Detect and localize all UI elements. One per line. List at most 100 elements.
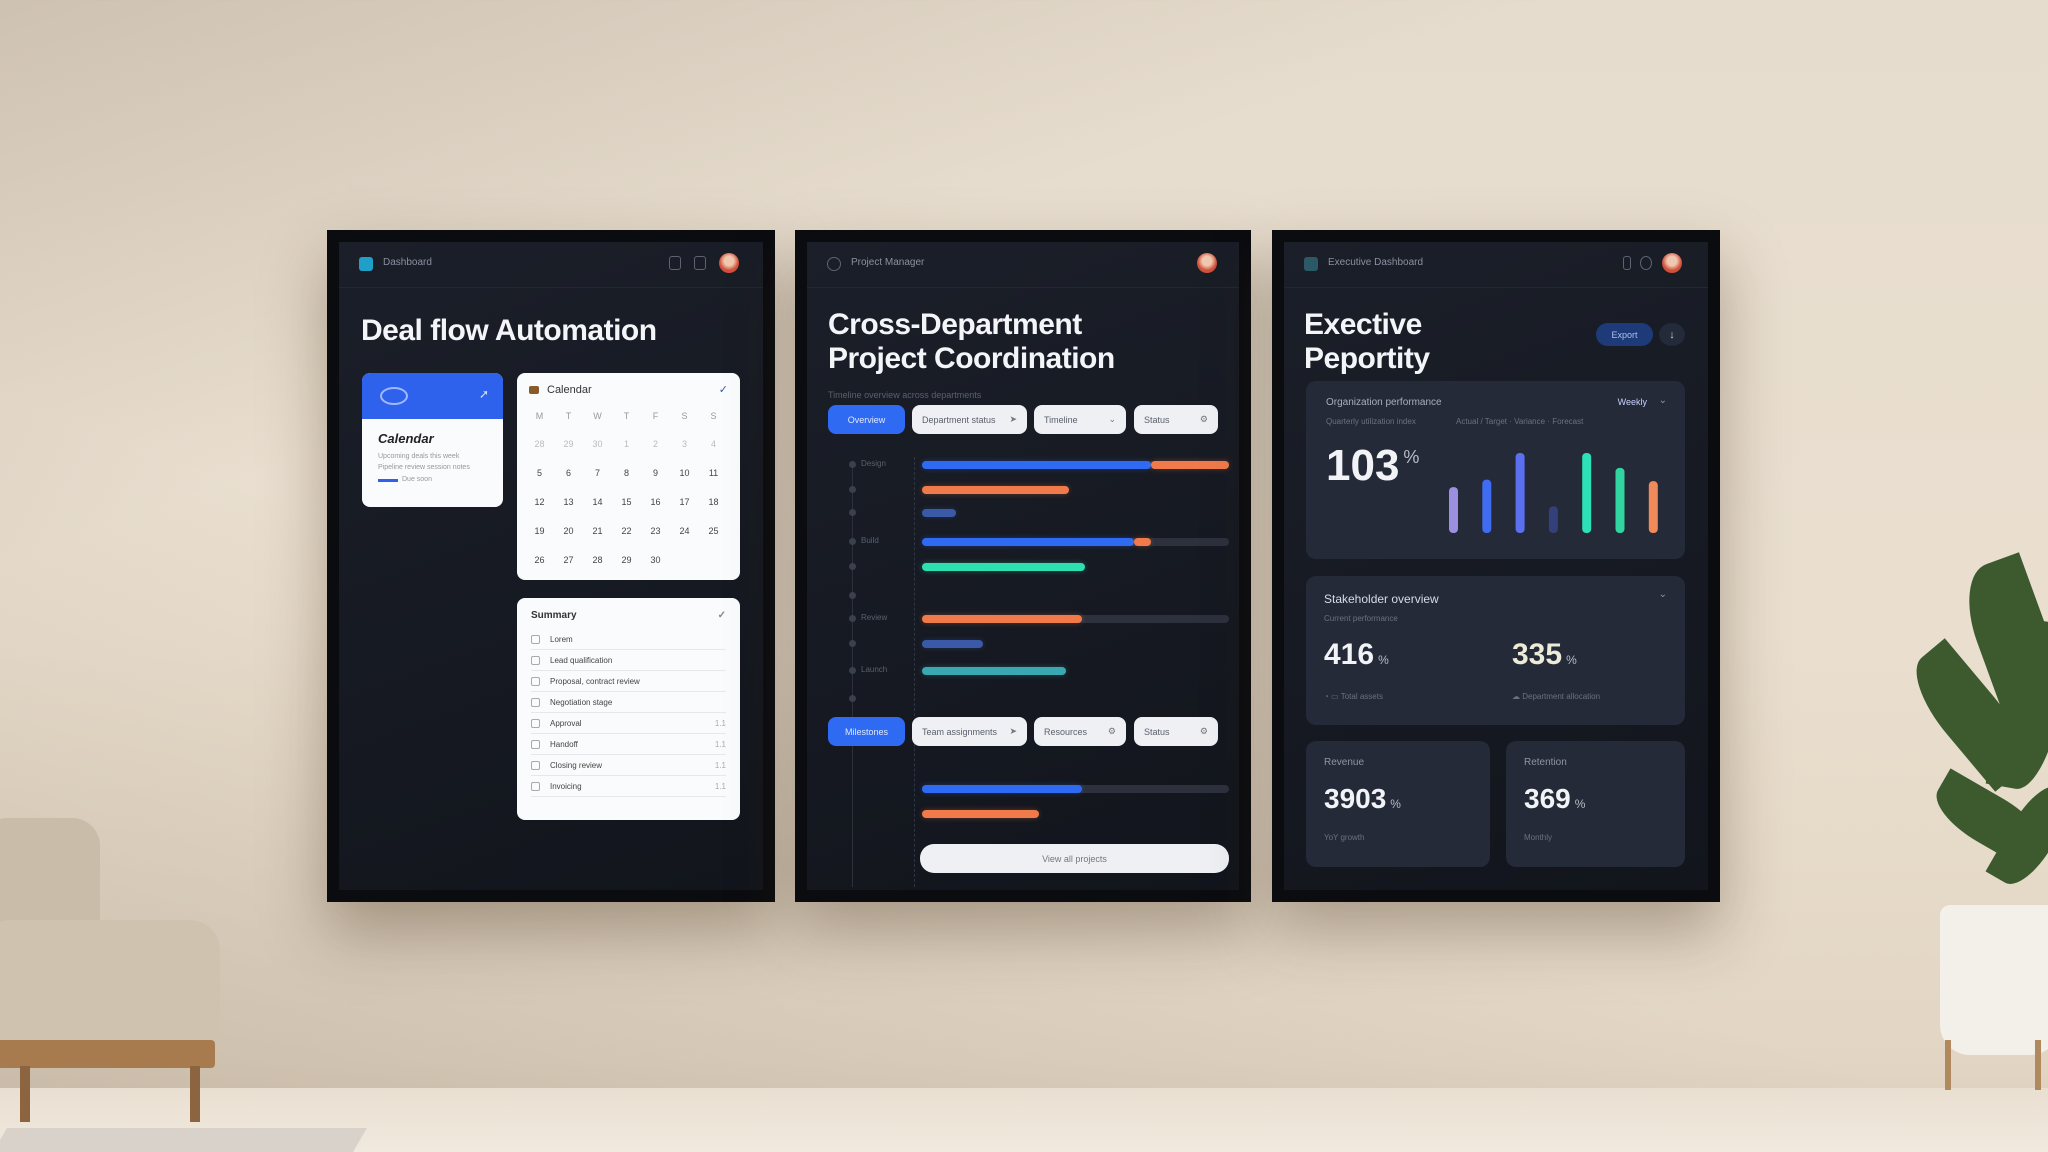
bookmark-icon[interactable] xyxy=(669,256,681,270)
brand-name: Project Manager xyxy=(851,257,925,268)
checklist-item[interactable]: Closing review 1.1 xyxy=(531,755,726,776)
expand-icon[interactable]: ➚ xyxy=(478,387,489,401)
calendar-day[interactable]: 23 xyxy=(650,526,661,536)
filter-label: Status xyxy=(1144,414,1170,425)
calendar-day[interactable]: 9 xyxy=(652,468,658,478)
filter-button[interactable]: Department status ➤ xyxy=(912,405,1027,434)
calendar-day[interactable]: 16 xyxy=(650,497,661,507)
calendar-day[interactable]: 7 xyxy=(594,468,600,478)
timeline-node-icon xyxy=(849,640,856,647)
item-label: Handoff xyxy=(550,739,578,749)
export-button[interactable]: Export xyxy=(1596,323,1653,346)
chart-bar xyxy=(1582,453,1592,533)
calendar-day[interactable]: 30 xyxy=(650,555,661,565)
filter-button[interactable]: Milestones xyxy=(828,717,905,746)
timeline-axis xyxy=(852,467,853,887)
checkbox[interactable] xyxy=(531,697,540,707)
calendar-day[interactable]: 18 xyxy=(708,497,719,507)
notification-icon[interactable] xyxy=(694,256,706,270)
calendar-day[interactable]: 14 xyxy=(592,497,603,507)
calendar-day[interactable]: 24 xyxy=(679,526,690,536)
calendar-day[interactable]: 19 xyxy=(534,526,545,536)
card-line: Pipeline review session notes xyxy=(378,464,470,471)
item-label: Proposal, contract review xyxy=(550,676,640,686)
calendar-day[interactable]: 5 xyxy=(536,468,542,478)
filter-button[interactable]: Resources ⚙ xyxy=(1034,717,1126,746)
page-title-line1: Exective xyxy=(1304,308,1422,341)
checkbox[interactable] xyxy=(531,739,540,749)
wallet-icon: ◔ ▭ xyxy=(1324,692,1341,701)
checklist-item[interactable]: Invoicing 1.1 xyxy=(531,776,726,797)
filter-button[interactable]: Status ⚙ xyxy=(1134,717,1218,746)
avatar[interactable] xyxy=(719,253,739,273)
progress-fill xyxy=(922,486,1070,494)
calendar-day[interactable]: 28 xyxy=(534,439,545,449)
weekday-label: W xyxy=(593,411,602,421)
calendar-day[interactable]: 8 xyxy=(623,468,629,478)
card-subtitle: Current performance xyxy=(1324,614,1398,623)
checklist-item[interactable]: Handoff 1.1 xyxy=(531,734,726,755)
avatar[interactable] xyxy=(1662,253,1682,273)
calendar-day[interactable]: 1 xyxy=(623,439,629,449)
calendar-day[interactable]: 11 xyxy=(708,468,719,478)
checkbox[interactable] xyxy=(531,760,540,770)
checkbox[interactable] xyxy=(531,655,540,665)
period-filter[interactable]: Weekly xyxy=(1617,397,1647,407)
project-coordination-screen: Project Manager Cross-Department Project… xyxy=(795,230,1251,902)
chevron-down-icon[interactable]: ⌄ xyxy=(1658,589,1667,600)
checklist-item[interactable]: Approval 1.1 xyxy=(531,713,726,734)
checklist-item[interactable]: Lead qualification xyxy=(531,650,726,671)
filter-button[interactable]: Status ⚙ xyxy=(1134,405,1218,434)
calendar-day[interactable]: 28 xyxy=(592,555,603,565)
calendar-day[interactable]: 29 xyxy=(621,555,632,565)
metric-value: 335 xyxy=(1512,638,1563,671)
filter-button[interactable]: Timeline ⌄ xyxy=(1034,405,1126,434)
calendar-summary-card[interactable]: ➚ Calendar Upcoming deals this week Pipe… xyxy=(362,373,503,507)
filter-label: Milestones xyxy=(844,726,889,737)
checklist-item[interactable]: Lorem xyxy=(531,629,726,650)
checklist-item[interactable]: Proposal, contract review xyxy=(531,671,726,692)
calendar-day[interactable]: 30 xyxy=(592,439,603,449)
chevron-icon[interactable]: ✓ xyxy=(718,384,728,396)
calendar-day[interactable]: 21 xyxy=(592,526,603,536)
filter-button[interactable]: Overview xyxy=(828,405,905,434)
calendar-day[interactable]: 12 xyxy=(534,497,545,507)
checklist-item[interactable]: Negotiation stage xyxy=(531,692,726,713)
calendar-day[interactable]: 20 xyxy=(563,526,574,536)
progress-bar xyxy=(922,640,1229,648)
lane-label: Build xyxy=(861,536,879,545)
calendar-day[interactable]: 2 xyxy=(652,439,658,449)
calendar-day[interactable]: 29 xyxy=(563,439,574,449)
calendar-day[interactable]: 26 xyxy=(534,555,545,565)
checkbox[interactable] xyxy=(531,718,540,728)
calendar-day[interactable]: 13 xyxy=(563,497,574,507)
calendar-day[interactable]: 15 xyxy=(621,497,632,507)
page-title-line2: Peportity xyxy=(1304,342,1430,375)
calendar-week: 26 27 28 29 30 xyxy=(525,550,732,568)
download-icon[interactable]: ↓ xyxy=(1659,323,1685,346)
checkbox[interactable] xyxy=(531,676,540,686)
gear-icon: ⚙ xyxy=(1107,726,1116,736)
check-icon[interactable]: ✓ xyxy=(717,610,726,621)
tile-unit: % xyxy=(1574,797,1586,811)
filter-button[interactable]: Team assignments ➤ xyxy=(912,717,1027,746)
checkbox[interactable] xyxy=(531,634,540,644)
calendar-day[interactable]: 27 xyxy=(563,555,574,565)
avatar[interactable] xyxy=(1197,253,1217,273)
view-all-button[interactable]: View all projects xyxy=(920,844,1229,873)
settings-icon[interactable] xyxy=(1640,256,1652,270)
calendar-day[interactable]: 4 xyxy=(710,439,716,449)
calendar-day[interactable]: 3 xyxy=(681,439,687,449)
calendar-day[interactable]: 17 xyxy=(679,497,690,507)
chevron-down-icon[interactable]: ⌄ xyxy=(1658,395,1667,406)
checkbox[interactable] xyxy=(531,781,540,791)
calendar-day[interactable]: 25 xyxy=(708,526,719,536)
device-icon[interactable] xyxy=(1623,256,1631,270)
calendar-day[interactable]: 6 xyxy=(565,468,571,478)
card-title: Organization performance xyxy=(1326,397,1442,408)
calendar-day[interactable]: 22 xyxy=(621,526,632,536)
calendar-day[interactable]: 10 xyxy=(679,468,690,478)
header: Executive Dashboard xyxy=(1284,242,1708,288)
app-logo-icon xyxy=(827,257,841,271)
chart-bar xyxy=(1449,487,1458,533)
